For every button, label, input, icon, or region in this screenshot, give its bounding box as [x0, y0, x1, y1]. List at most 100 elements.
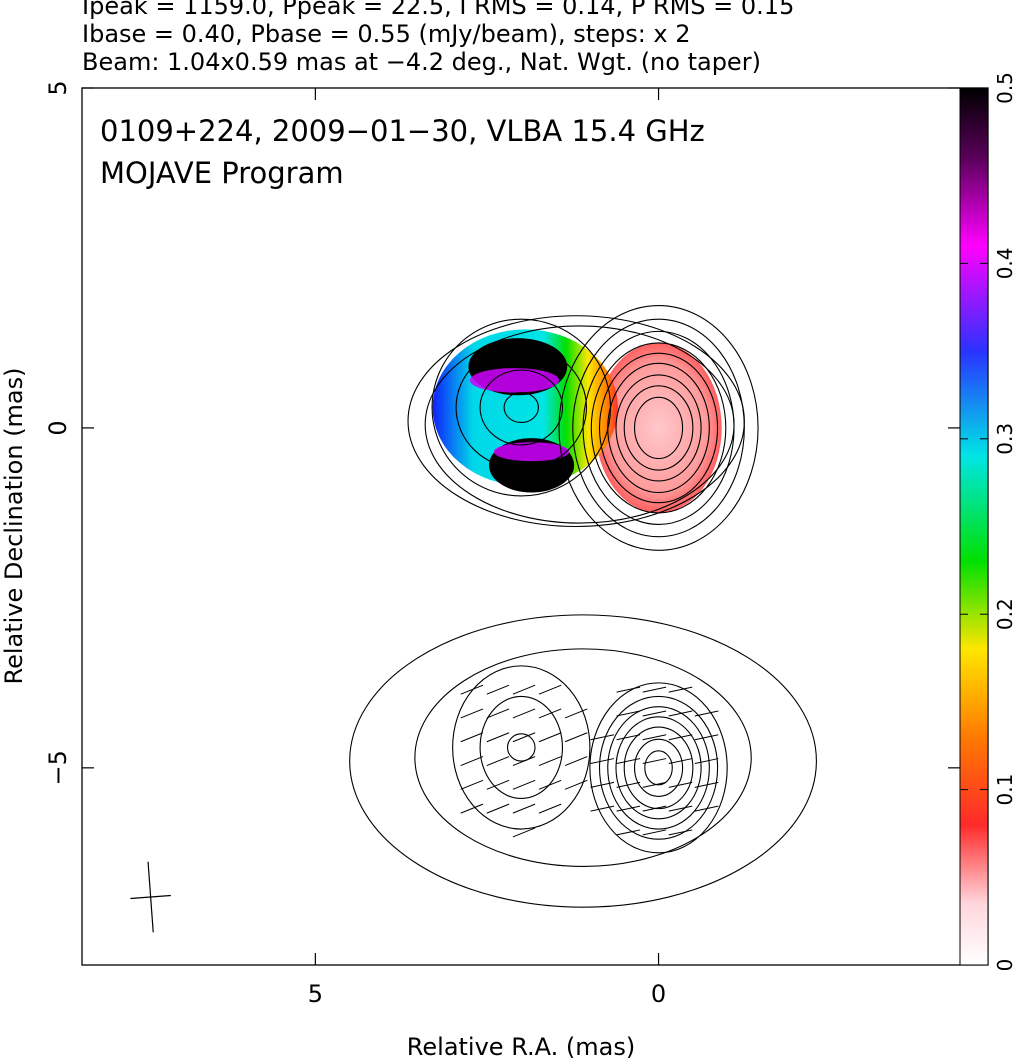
evpa-vector [668, 686, 693, 693]
contour-line [598, 695, 719, 840]
evpa-vector [538, 803, 562, 814]
evpa-vector [486, 803, 510, 814]
plot-area [130, 305, 817, 933]
evpa-vector [486, 779, 510, 790]
y-tick-label: −5 [44, 750, 72, 785]
contour-line [598, 352, 719, 504]
evpa-vector [538, 732, 562, 743]
contour-line [623, 385, 694, 471]
colorbar-tick-label: 0.5 [993, 72, 1017, 104]
contour-line [424, 325, 735, 524]
contour-line [503, 392, 539, 424]
evpa-vector [616, 734, 641, 741]
colorbar-tick-label: 0.4 [993, 247, 1017, 279]
axes: 5 0 5 0 −5 [44, 80, 960, 1008]
evpa-vector [668, 781, 693, 788]
plot-title-line-1: 0109+224, 2009−01−30, VLBA 15.4 GHz [100, 114, 705, 148]
evpa-vector [538, 779, 562, 790]
evpa-vector [694, 805, 719, 812]
evpa-vector [512, 827, 536, 838]
colorbar-tick-label: 0.2 [993, 598, 1017, 630]
plot-title-line-2: MOJAVE Program [100, 156, 344, 190]
evpa-vector [668, 710, 693, 717]
evpa-vector [642, 758, 667, 765]
evpa-vector [486, 684, 510, 695]
contour-line [407, 315, 745, 528]
evpa-vector [616, 829, 641, 836]
evpa-vector [694, 734, 719, 741]
evpa-vector [512, 756, 536, 767]
evpa-vector [668, 734, 693, 741]
contour-line [615, 716, 702, 820]
contour-line [431, 318, 612, 497]
evpa-vector [460, 803, 484, 814]
x-tick-label: 5 [308, 980, 323, 1008]
y-tick-label: 0 [44, 420, 72, 435]
colorbar-tick-label: 0.1 [993, 774, 1017, 806]
evpa-vector [564, 708, 588, 719]
evpa-vector [694, 710, 719, 717]
fractional-pol-core [595, 342, 722, 513]
contour-line [589, 682, 728, 854]
evpa-vector [616, 758, 641, 765]
evpa-vector [564, 756, 588, 767]
evpa-vector [616, 781, 641, 788]
contour-line [633, 396, 684, 460]
colorbar-gradient [959, 87, 989, 966]
evpa-vector [616, 686, 641, 693]
evpa-vector [668, 758, 693, 765]
x-axis-label: Relative R.A. (mas) [407, 1033, 635, 1060]
evpa-vector [642, 805, 667, 812]
contour-line [623, 726, 694, 810]
contour-line [607, 706, 710, 830]
evpa-vector [616, 710, 641, 717]
contour-line [479, 695, 564, 799]
evpa-vector [538, 684, 562, 695]
contour-line [506, 733, 536, 762]
evpa-vector [642, 686, 667, 693]
evpa-vector [538, 708, 562, 719]
contour-line [644, 750, 673, 786]
evpa-vector [512, 732, 536, 743]
evpa-vector [590, 805, 615, 812]
evpa-vector [564, 779, 588, 790]
evpa-vector [512, 684, 536, 695]
colorbar-tick-label: 0.3 [993, 423, 1017, 455]
header-line-2: Ibase = 0.40, Pbase = 0.55 (mJy/beam), s… [82, 20, 691, 48]
contour-line [349, 614, 817, 908]
evpa-vector [512, 803, 536, 814]
evpa-vector [512, 779, 536, 790]
evpa-vector [668, 829, 693, 836]
evpa-vector [642, 710, 667, 717]
evpa-vector [512, 708, 536, 719]
evpa-vector [590, 781, 615, 788]
evpa-vector [460, 756, 484, 767]
x-tick-label: 0 [651, 980, 666, 1008]
evpa-vector [694, 781, 719, 788]
evpa-vector [460, 779, 484, 790]
contour-line [414, 648, 752, 867]
colorbar: 0 0.1 0.2 0.3 0.4 0.5 [959, 72, 1017, 971]
evpa-vector [668, 805, 693, 812]
evpa-vector [642, 781, 667, 788]
contour-line [479, 369, 564, 446]
contour-line [633, 738, 684, 797]
evpa-vector [694, 758, 719, 765]
evpa-vector [590, 758, 615, 765]
contour-line [558, 305, 759, 551]
contour-line [455, 345, 588, 470]
evpa-vector [642, 734, 667, 741]
header-line-3: Beam: 1.04x0.59 mas at −4.2 deg., Nat. W… [82, 48, 761, 76]
contour-line [615, 374, 702, 482]
plot-frame [81, 87, 989, 966]
evpa-vector [642, 829, 667, 836]
fractional-pol-magenta-bottom [493, 442, 570, 462]
evpa-vector [616, 805, 641, 812]
fractional-pol-magenta-top [469, 368, 560, 393]
evpa-vector [590, 734, 615, 741]
evpa-vector [564, 732, 588, 743]
evpa-vector [486, 708, 510, 719]
evpa-vector [486, 756, 510, 767]
evpa-vector [460, 684, 484, 695]
